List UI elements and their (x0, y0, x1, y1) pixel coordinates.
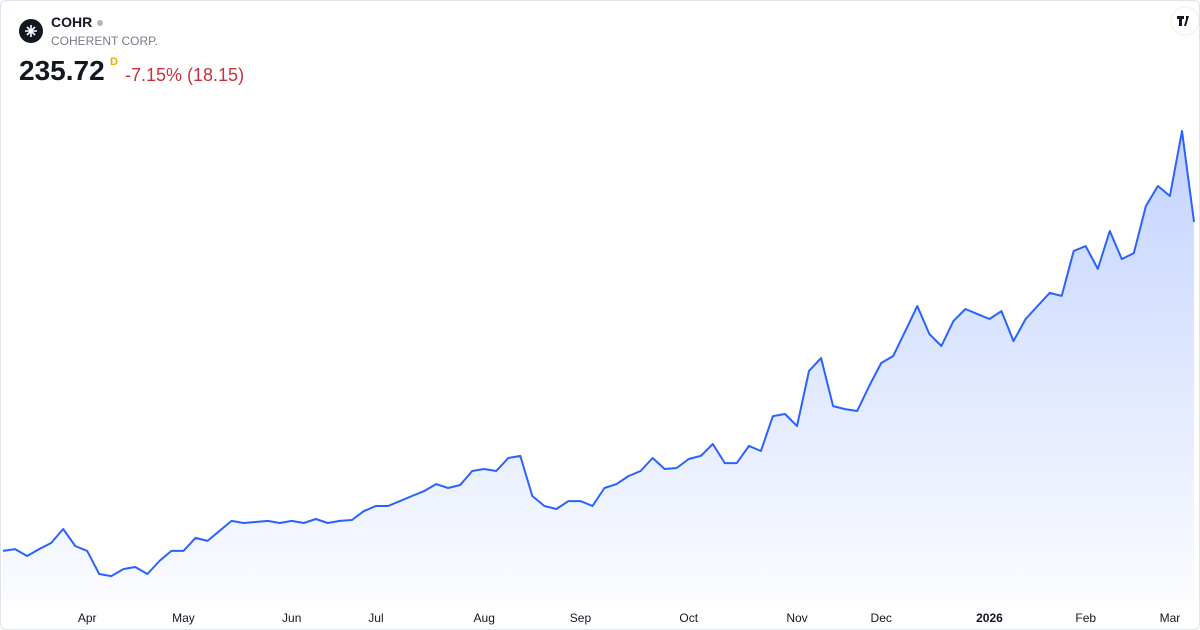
price: 235.72 (19, 55, 105, 86)
logo-icon (25, 25, 37, 37)
change: -7.15% (18.15) (125, 65, 245, 85)
tv-logo[interactable] (1170, 6, 1199, 36)
x-tick-label: Jul (368, 611, 383, 625)
x-tick-label: Jun (282, 611, 301, 625)
x-tick-label: Nov (786, 611, 807, 625)
status-dot (97, 20, 104, 27)
x-tick-label: Feb (1075, 611, 1096, 625)
x-tick-label: Sep (570, 611, 592, 625)
area (3, 131, 1194, 601)
x-tick-label: Apr (78, 611, 97, 625)
x-tick-label: Aug (474, 611, 495, 625)
company-name: COHERENT CORP. (51, 34, 158, 48)
x-tick-label: Oct (679, 611, 698, 625)
x-tick-label: May (172, 611, 195, 625)
tv-logo-mark (1177, 16, 1189, 26)
symbol-text: COHR (51, 14, 93, 30)
price-suffix: D (110, 56, 118, 68)
price-line (2, 130, 1195, 578)
x-tick-label: Dec (871, 611, 892, 625)
x-tick-label: 2026 (976, 611, 1003, 625)
x-tick-label: Mar (1160, 611, 1181, 625)
symbol: COHR (51, 14, 104, 30)
